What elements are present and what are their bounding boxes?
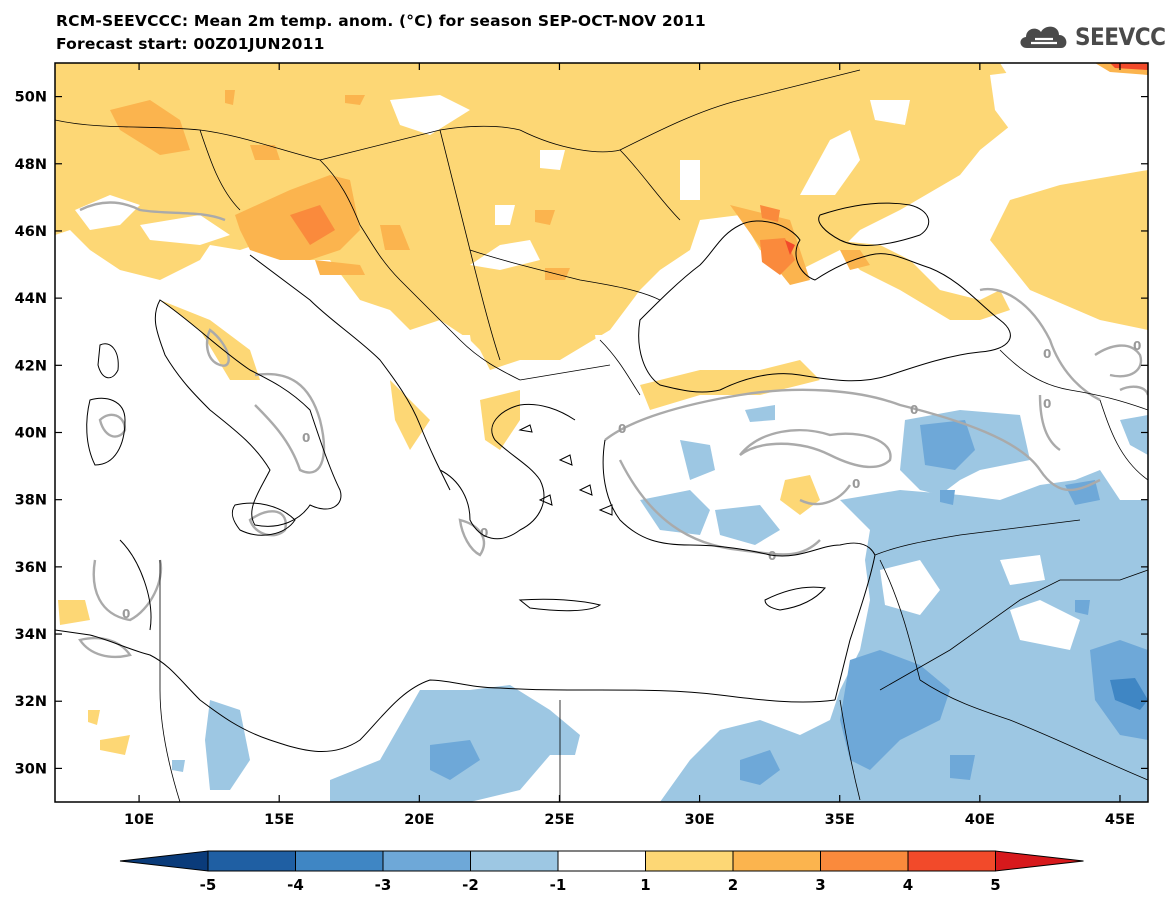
corsica-coast — [97, 343, 119, 379]
turkey-west-south-coast — [602, 439, 876, 557]
colorbar-label: -1 — [550, 876, 567, 894]
black-sea-coast — [638, 220, 1011, 393]
cyprus-coast — [764, 586, 826, 611]
y-axis: 50N 48N 46N 44N 42N 40N 38N 36N 34N 32N 30N — [15, 90, 1148, 777]
contour-label: 0 — [910, 403, 918, 417]
logo-text: SEEVCCC — [1075, 23, 1165, 51]
contour-label: 0 — [302, 431, 310, 445]
y-tick-label: 34N — [15, 627, 47, 643]
colorbar-segment — [557, 850, 646, 872]
contour-label: 0 — [1043, 397, 1051, 411]
x-tick-label: 25E — [544, 812, 574, 828]
colorbar-label: -3 — [375, 876, 392, 894]
sardinia-coast — [86, 397, 126, 466]
colorbar-segment — [732, 850, 821, 872]
colorbar-under-triangle — [119, 850, 209, 872]
contour-label: 0 — [1133, 339, 1141, 353]
colorbar-label: 3 — [815, 876, 825, 894]
zero-contours — [78, 201, 1148, 659]
colorbar-label: -4 — [287, 876, 304, 894]
colorbar-label: 1 — [640, 876, 650, 894]
country-borders — [55, 69, 1148, 802]
y-tick-label: 48N — [15, 157, 47, 173]
crete-coast — [518, 598, 602, 612]
chart-subtitle: Forecast start: 00Z01JUN2011 — [56, 35, 325, 53]
adriatic-east-coast — [249, 254, 451, 491]
y-tick-label: 46N — [15, 224, 47, 240]
colorbar-segment — [382, 850, 471, 872]
x-tick-label: 30E — [685, 812, 715, 828]
cloud-icon — [1020, 26, 1067, 48]
map-plot-area: 0 0 0 0 0 0 0 0 0 0 — [55, 63, 1148, 802]
egypt-libya-coast — [55, 629, 836, 753]
contour-label: 0 — [480, 526, 488, 540]
colorbar-segment — [907, 850, 996, 872]
contour-label: 0 — [852, 477, 860, 491]
colorbar-segment — [207, 850, 296, 872]
colorbar-label: 2 — [728, 876, 738, 894]
coastlines — [55, 202, 1011, 753]
colorbar-label: 4 — [903, 876, 913, 894]
seevccc-logo: SEEVCCC — [1017, 20, 1165, 54]
y-tick-label: 44N — [15, 291, 47, 307]
colorbar: -5 -4 -3 -2 -1 1 2 3 4 5 — [119, 850, 1084, 894]
colorbar-segment — [470, 850, 559, 872]
y-tick-label: 50N — [15, 90, 47, 106]
sicily-coast — [231, 502, 296, 536]
y-tick-label: 40N — [15, 426, 47, 442]
x-tick-label: 20E — [404, 812, 434, 828]
colorbar-segment — [645, 850, 734, 872]
contour-label: 0 — [768, 549, 776, 563]
y-tick-label: 32N — [15, 694, 47, 710]
x-tick-label: 40E — [965, 812, 995, 828]
colorbar-label: 5 — [990, 876, 1000, 894]
levant-coast — [834, 554, 876, 701]
aegean-islands — [518, 424, 613, 516]
colorbar-segment — [295, 850, 384, 872]
x-tick-label: 10E — [124, 812, 154, 828]
cold-anomaly-3-shading — [1110, 678, 1148, 710]
contour-label: 0 — [1043, 347, 1051, 361]
azov-sea-coast — [818, 202, 930, 246]
colorbar-label: -5 — [200, 876, 217, 894]
y-tick-label: 30N — [15, 761, 47, 777]
y-tick-label: 36N — [15, 560, 47, 576]
colorbar-label: -2 — [462, 876, 479, 894]
colorbar-over-triangle — [995, 850, 1084, 872]
zero-contour-labels: 0 0 0 0 0 0 0 0 0 0 — [122, 339, 1141, 621]
x-axis: 10E 15E 20E 25E 30E 35E 40E 45E — [124, 63, 1135, 828]
y-tick-label: 42N — [15, 358, 47, 374]
x-tick-label: 15E — [264, 812, 294, 828]
greece-coast — [439, 403, 576, 540]
x-tick-label: 45E — [1105, 812, 1135, 828]
x-tick-label: 35E — [825, 812, 855, 828]
cold-neutral-holes — [880, 555, 1080, 650]
warm-anomaly-3-shading — [290, 205, 795, 275]
tunisia-coast — [119, 539, 152, 631]
chart-title: RCM-SEEVCCC: Mean 2m temp. anom. (°C) fo… — [56, 12, 706, 30]
colorbar-segment — [820, 850, 909, 872]
contour-label: 0 — [122, 607, 130, 621]
contour-label: 0 — [618, 422, 626, 436]
y-tick-label: 38N — [15, 493, 47, 509]
